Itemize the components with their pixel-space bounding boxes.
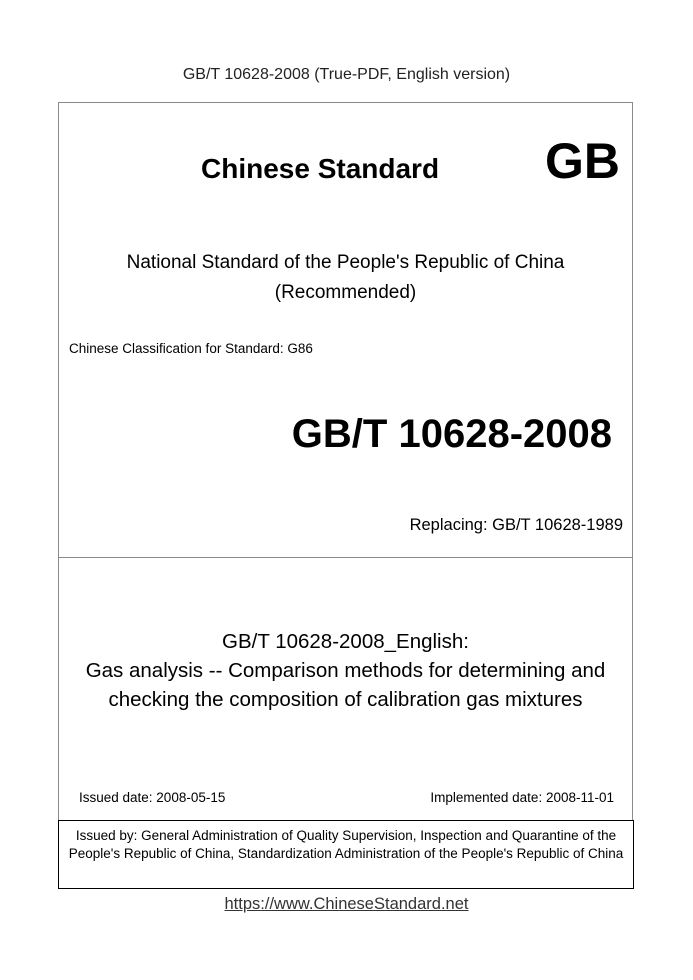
document-title: GB/T 10628-2008_English: Gas analysis --… [58, 627, 633, 714]
recommended-label: (Recommended) [274, 282, 417, 303]
page-header: GB/T 10628-2008 (True-PDF, English versi… [182, 66, 511, 83]
issued-date: Issued date: 2008-05-15 [79, 790, 226, 805]
national-standard-label: National Standard of the People's Republ… [126, 252, 565, 273]
standard-number: GB/T 10628-2008 [291, 412, 612, 456]
title-line: Gas analysis -- Comparison methods for d… [85, 659, 606, 682]
title-line: checking the composition of calibration … [108, 688, 583, 711]
gb-logo: GB [545, 133, 620, 189]
implemented-date: Implemented date: 2008-11-01 [430, 790, 614, 805]
classification: Chinese Classification for Standard: G86 [69, 341, 313, 356]
replacing: Replacing: GB/T 10628-1989 [409, 516, 623, 534]
brand-title: Chinese Standard [201, 153, 440, 184]
divider [58, 557, 633, 558]
cover-frame [58, 102, 633, 820]
footer-link[interactable]: https://www.ChineseStandard.net [224, 895, 469, 913]
issued-by: Issued by: General Administration of Qua… [58, 820, 634, 889]
title-line: GB/T 10628-2008_English: [222, 630, 469, 653]
